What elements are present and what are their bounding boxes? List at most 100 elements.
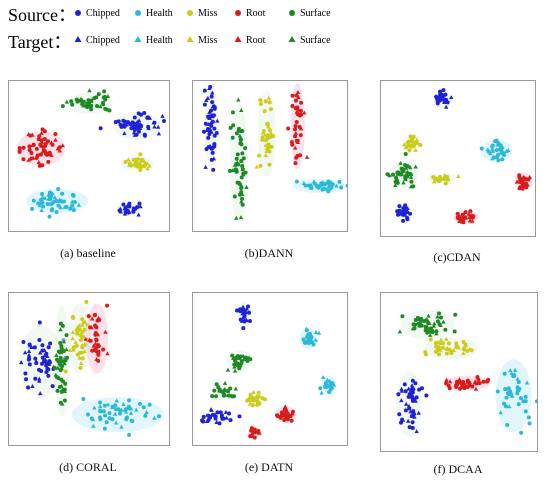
target-point [110, 405, 115, 410]
source-point [124, 407, 129, 412]
target-point [254, 402, 260, 407]
source-point [294, 138, 299, 143]
target-point [78, 361, 84, 366]
target-point [406, 403, 412, 408]
source-point [98, 400, 103, 405]
source-point [21, 340, 26, 345]
target-point [232, 368, 238, 373]
source-point [403, 151, 408, 156]
legend-source-label-miss: Miss [198, 8, 218, 19]
source-point [501, 151, 506, 156]
source-point [206, 135, 211, 140]
source-point [60, 191, 65, 196]
target-point [263, 153, 269, 158]
source-point [465, 378, 470, 383]
target-point [302, 110, 307, 115]
source-point [256, 430, 261, 435]
target-point [37, 350, 43, 355]
source-point [215, 410, 220, 415]
source-point [243, 146, 248, 151]
source-point [323, 384, 328, 389]
target-point [214, 419, 219, 424]
target-point [278, 412, 284, 417]
source-point [116, 407, 121, 412]
source-point [230, 135, 235, 140]
target-point [324, 186, 330, 191]
source-point [48, 197, 53, 202]
source-point [242, 314, 247, 319]
source-point [248, 392, 253, 397]
source-point [419, 386, 424, 391]
source-point [209, 108, 214, 113]
source-point [95, 318, 100, 323]
source-point [127, 406, 132, 411]
target-point [58, 327, 63, 332]
source-point [248, 434, 253, 439]
source-point [132, 162, 137, 167]
source-point [113, 403, 118, 408]
target-point [152, 124, 157, 129]
source-point [423, 324, 428, 329]
target-point [438, 322, 443, 327]
source-point [230, 110, 235, 115]
source-point [479, 146, 484, 151]
source-point [258, 98, 263, 103]
source-point [137, 401, 142, 406]
source-point [433, 349, 438, 354]
scatter-canvas [201, 82, 347, 224]
target-point [512, 367, 518, 372]
cluster-surface [225, 350, 253, 373]
source-point [294, 179, 299, 184]
source-point [397, 412, 402, 417]
target-point [232, 364, 237, 369]
source-point [130, 120, 135, 125]
target-point [58, 363, 64, 368]
target-point [210, 90, 215, 95]
target-point [467, 379, 473, 384]
source-point [74, 97, 79, 102]
target-point [401, 180, 406, 185]
target-point [146, 126, 151, 131]
source-point [523, 409, 528, 414]
target-point [398, 160, 403, 165]
source-point [212, 133, 217, 138]
source-point [228, 125, 233, 130]
target-point [410, 326, 416, 331]
target-point [252, 396, 258, 401]
source-point [286, 126, 291, 131]
source-point [138, 123, 143, 128]
target-point [239, 199, 244, 204]
source-point [412, 412, 417, 417]
source-point [56, 186, 61, 191]
target-point [114, 398, 119, 403]
source-point [50, 384, 55, 389]
scatter-plot-f [380, 292, 538, 452]
source-point [31, 142, 36, 147]
source-point [235, 152, 240, 157]
source-point [40, 348, 45, 353]
target-point [434, 331, 439, 336]
target-point [26, 157, 31, 162]
source-point [47, 190, 52, 195]
source-point [130, 419, 135, 424]
scatter-plot-a [8, 80, 170, 232]
target-point [441, 176, 446, 181]
source-point [58, 341, 63, 346]
source-point [27, 144, 32, 149]
target-point [319, 390, 324, 395]
target-point [118, 209, 124, 214]
source-point [385, 172, 390, 177]
target-point [223, 409, 229, 414]
source-point [516, 380, 521, 385]
source-point [460, 212, 465, 217]
source-point [212, 106, 217, 111]
source-point [252, 430, 257, 435]
target-point [239, 108, 244, 113]
source-point [517, 175, 522, 180]
target-point [141, 158, 147, 163]
cluster-surface [60, 88, 113, 114]
source-point [425, 330, 430, 335]
target-point [426, 319, 431, 324]
source-point [318, 386, 323, 391]
cluster-chipped [201, 82, 220, 172]
